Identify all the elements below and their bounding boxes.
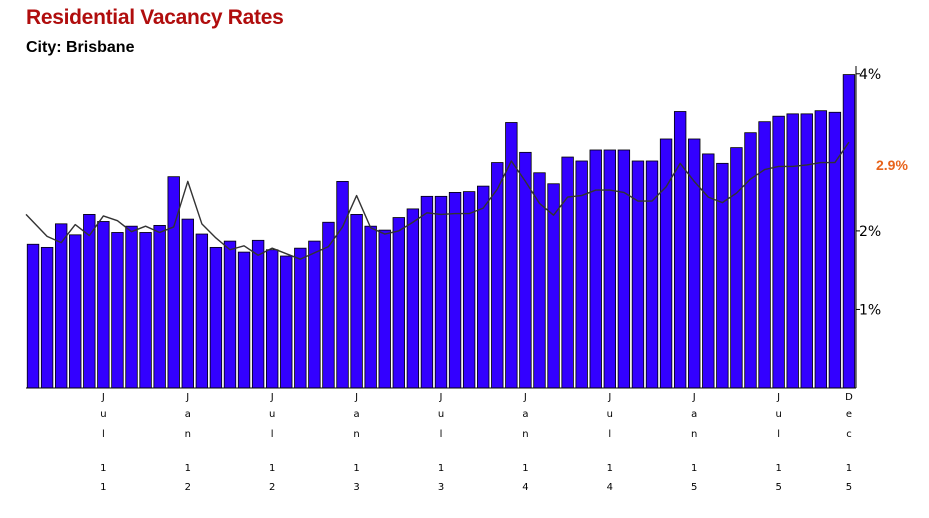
bar [434,195,448,389]
bar [139,232,152,389]
bar-series [26,74,856,389]
bar [40,246,54,389]
bar [533,172,546,389]
bar [209,246,223,389]
y-tick-label: 1% [859,302,881,318]
bar [477,185,490,389]
bar [786,113,799,389]
bar [83,213,96,389]
bar [462,191,476,389]
bar [603,149,617,389]
bar [97,221,110,389]
bar [223,240,237,389]
bar [195,233,209,389]
bar [308,240,321,389]
bar [491,162,504,389]
bar [125,225,138,389]
bar [772,115,785,389]
y-axis-ticks: 1% 2% 4% [856,67,881,318]
bar [265,249,279,389]
y-tick-label: 2% [859,224,881,240]
bar [744,132,757,389]
trend-line-series [25,141,850,260]
bar [645,160,659,389]
chart-axes [26,66,857,389]
chart-title: Residential Vacancy Rates [26,6,284,29]
bar [800,113,813,389]
bar [153,224,166,389]
bar [842,74,856,389]
bar [54,223,68,389]
last-value-annotation: 2.9% [876,157,908,173]
bar [392,217,405,389]
bar [111,232,124,389]
bar [589,149,602,389]
bar [280,255,293,389]
bar [237,251,251,389]
bar [336,180,349,389]
bar [716,162,729,389]
bar [673,111,687,389]
bar [350,213,363,389]
bar [69,234,82,389]
trend-line [25,141,850,260]
bar [251,239,265,389]
bar [364,225,377,389]
bar [730,147,743,389]
bar [828,111,842,389]
bar [561,156,574,389]
bar [420,195,434,389]
bar [631,160,645,389]
bar [294,247,307,389]
last-value-label: 2.9% [876,157,908,173]
bar [167,176,180,389]
bar [659,138,673,389]
bar [181,218,194,389]
bar [617,149,631,389]
bar [448,191,462,389]
y-tick-label: 4% [859,67,881,83]
bar [758,121,771,389]
bar [406,208,420,389]
bar [702,153,715,389]
bar [814,110,828,389]
bar [378,229,391,389]
bar [26,243,40,389]
chart-subtitle: City: Brisbane [26,39,135,56]
